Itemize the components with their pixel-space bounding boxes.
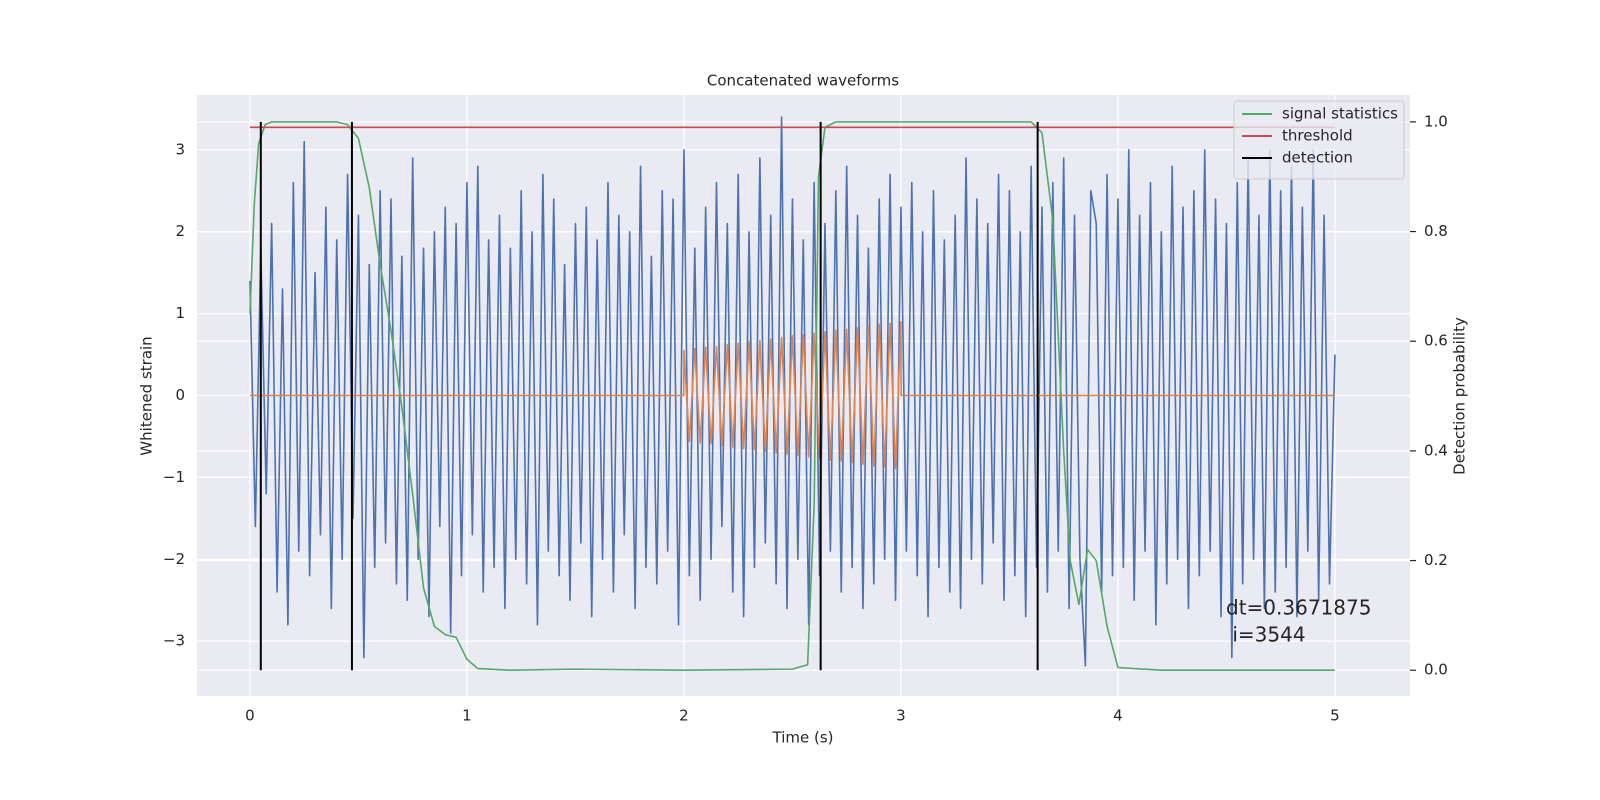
series-line [249,321,1335,470]
y-tick-label: 3 [175,140,185,158]
y2-axis-label: Detection probability [1451,317,1469,475]
series-line [249,116,1336,667]
y-axis-label: Whitened strain [138,336,156,455]
x-tick-label: 3 [896,707,906,725]
x-tick-label: 1 [462,707,472,725]
x-axis-label: Time (s) [772,729,834,747]
y-tick-label: 0 [175,386,185,404]
legend-label: signal statistics [1282,105,1398,123]
series-line [249,121,1335,672]
chart-title: Concatenated waveforms [707,72,899,90]
y2-tick-label: 1.0 [1424,112,1448,130]
legend-label: detection [1282,149,1353,167]
y-tick-label: −3 [163,632,185,650]
legend-box [1233,100,1405,180]
x-tick-label: 0 [245,707,255,725]
x-tick-label: 5 [1330,707,1340,725]
y-tick-label: 2 [175,222,185,240]
legend-label: threshold [1282,127,1353,145]
y-tick-label: −2 [163,550,185,568]
y2-tick-label: 0.4 [1424,441,1448,459]
y2-tick-label: 0.6 [1424,332,1448,350]
annotation: i=3544 [1226,623,1306,647]
x-tick-label: 4 [1113,707,1123,725]
y-tick-label: −1 [163,468,185,486]
y-tick-label: 1 [175,304,185,322]
y2-tick-label: 0.0 [1424,661,1448,679]
annotation: dt=0.3671875 [1226,596,1371,620]
y2-tick-label: 0.8 [1424,222,1448,240]
x-tick-label: 2 [679,707,689,725]
y2-tick-label: 0.2 [1424,551,1448,569]
